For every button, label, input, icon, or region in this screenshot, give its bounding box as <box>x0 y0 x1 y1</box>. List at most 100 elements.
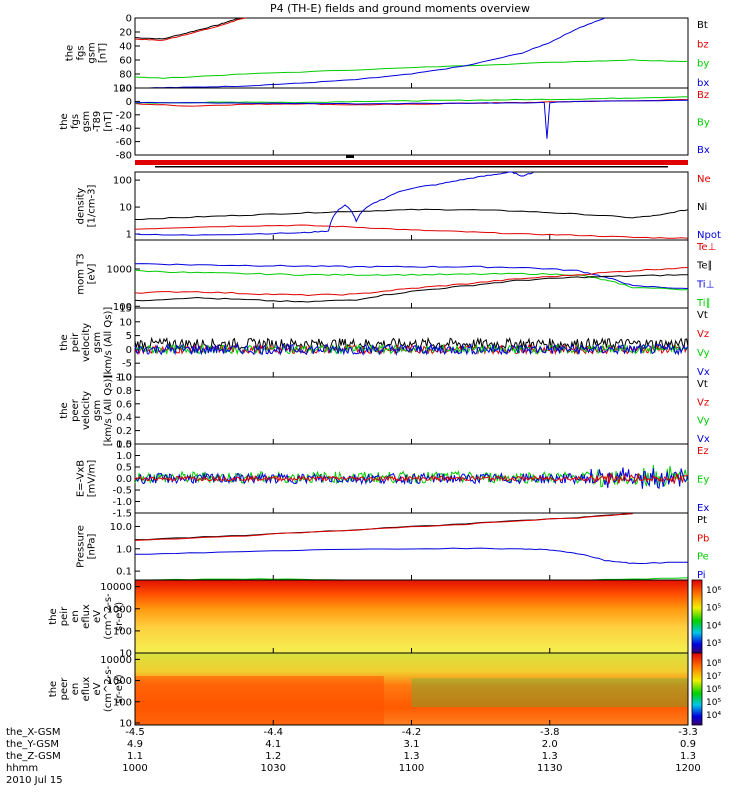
quality-bar-line <box>155 166 668 168</box>
x-tick-value: 1100 <box>399 763 424 774</box>
panel-fgs-gsm-t89: 20 0 -20 -40 -60 -80 thefgsgsm-T89[nT] Bz By Bx <box>59 84 710 162</box>
legend-Vx: Vx <box>697 434 710 445</box>
legend-Ne: Ne <box>697 174 711 185</box>
y-axis-label: E=-VxB[mV/m] <box>76 460 98 498</box>
x-tick-value: 1.3 <box>680 751 696 762</box>
y-tick-label: 1.0 <box>116 451 132 462</box>
y-axis-label: thepeirenefluxeV(cm^2-s-sr-eV) <box>48 593 125 640</box>
x-tick-value: 3.1 <box>404 739 420 750</box>
y-tick-label: 0.6 <box>116 399 132 410</box>
y-tick-label: 20 <box>119 28 132 39</box>
panel-frame <box>134 17 689 89</box>
legend-Vt: Vt <box>697 379 708 390</box>
y-tick-label: 10 <box>119 718 132 729</box>
x-tick-value: 1.2 <box>265 751 281 762</box>
y-tick-label: 20 <box>119 84 132 95</box>
y-tick-label: 1.5 <box>116 440 132 451</box>
y-tick-label: 10 <box>119 317 132 328</box>
y-axis-label: thepeerenefluxeV(cm^2-s-sr-eV) <box>48 665 125 712</box>
y-tick-label: 40 <box>119 42 132 53</box>
panel-fgs-gsm: 0 20 40 60 80 100 thefgsgsm[nT] Bt bz by bx <box>65 14 710 95</box>
series-by <box>134 59 689 79</box>
legend-Ti⊥: Ti⊥ <box>696 279 714 290</box>
x-tick-value: -4.5 <box>125 727 145 738</box>
legend-By: By <box>697 118 710 129</box>
colorbar-tick: 10⁵ <box>706 604 721 614</box>
series-bz <box>134 17 246 41</box>
legend-bx: bx <box>697 78 709 89</box>
series-Ez <box>134 472 689 484</box>
legend-by: by <box>697 59 709 70</box>
heatmap-fill <box>135 580 688 653</box>
y-tick-label: 1 <box>126 230 132 241</box>
colorbar-tick: 10⁸ <box>706 659 721 669</box>
legend-Vt: Vt <box>697 310 708 321</box>
colorbar <box>691 652 703 726</box>
y-tick-label: 10.0 <box>110 522 132 533</box>
series-Bt <box>134 17 246 40</box>
y-tick-label: 0.1 <box>116 567 132 578</box>
x-tick-value: 1200 <box>675 763 700 774</box>
y-tick-label: 1000 <box>107 676 132 687</box>
y-axis-label: thefgsgsm[nT] <box>65 42 109 63</box>
x-tick-value: 1.3 <box>404 751 420 762</box>
x-tick-value: 0.9 <box>680 739 696 750</box>
y-tick-label: 10 <box>119 649 132 660</box>
series-Ti∥ <box>134 269 689 291</box>
y-tick-label: 10 <box>119 203 132 214</box>
legend-Bx: Bx <box>697 145 710 156</box>
y-tick-label: 15 <box>119 304 132 315</box>
legend-Ez: Ez <box>697 446 709 457</box>
y-tick-label: -10 <box>116 373 132 384</box>
legend-Npot: Npot <box>697 230 721 241</box>
legend-bz: bz <box>697 39 709 50</box>
y-tick-label: 1000 <box>107 265 132 276</box>
y-axis-label: thepeervelocitygsm[km/s (All Qs)] <box>59 375 114 447</box>
y-tick-label: 100 <box>113 176 132 187</box>
y-tick-label: 80 <box>119 70 132 81</box>
series-Bx <box>134 99 689 139</box>
y-tick-label: 1.0 <box>116 373 132 384</box>
y-tick-label: 100 <box>113 626 132 637</box>
y-tick-label: 60 <box>119 56 132 67</box>
y-tick-label: 100 <box>113 302 132 313</box>
series-By <box>134 96 689 104</box>
quality-bar <box>135 155 688 168</box>
y-axis-label: thepeirvelocitygsm[km/s (All Qs)] <box>59 307 114 379</box>
x-row-label: 2010 Jul 15 <box>6 775 63 786</box>
panel-pressure: 10.0 1.0 0.1 Pressure[nPa] Pt Pb Pe Pi <box>76 512 709 581</box>
series-Pt <box>134 513 633 541</box>
y-tick-label: 5 <box>126 331 132 342</box>
y-tick-label: 100 <box>113 84 132 95</box>
panel-peer-en-eflux: 10⁸ 10⁷ 10⁶ 10⁵ 10⁴ 10000 1000 100 10 thepeerenef… <box>48 652 721 729</box>
legend-Vz: Vz <box>697 397 709 408</box>
x-tick-value: -4.2 <box>402 727 422 738</box>
y-tick-label: -1.5 <box>112 509 132 520</box>
heatmap-band <box>411 678 688 707</box>
colorbar-tick: 10⁴ <box>706 711 721 721</box>
y-tick-label: 0 <box>126 14 132 25</box>
y-tick-label: 100 <box>113 697 132 708</box>
panel-frame <box>134 376 689 445</box>
panel-peir-en-eflux: 10⁶ 10⁵ 10⁴ 10³ 10000 1000 100 10 thepeireneflux… <box>48 579 721 660</box>
x-tick-value: -3.8 <box>540 727 560 738</box>
y-tick-label: -60 <box>116 137 132 148</box>
panel-frame <box>134 512 689 581</box>
y-axis-label: density[1/cm-3] <box>76 185 98 228</box>
quality-bar-mark <box>346 155 354 158</box>
legend-Vy: Vy <box>697 348 710 359</box>
y-tick-label: 10000 <box>100 582 132 593</box>
colorbar-tick: 10⁷ <box>706 672 721 682</box>
series-Pi <box>134 547 688 565</box>
y-tick-label: -5 <box>122 359 132 370</box>
y-tick-label: 0 <box>126 97 132 108</box>
y-tick-label: 1.0 <box>116 544 132 555</box>
x-tick-value: 4.1 <box>265 739 281 750</box>
x-tick-value: 1030 <box>261 763 286 774</box>
legend-Te⊥: Te⊥ <box>696 242 716 253</box>
y-tick-label: -20 <box>116 110 132 121</box>
y-tick-label: 0.2 <box>116 426 132 437</box>
quality-bar-red <box>135 160 688 165</box>
legend-Pe: Pe <box>697 552 709 563</box>
